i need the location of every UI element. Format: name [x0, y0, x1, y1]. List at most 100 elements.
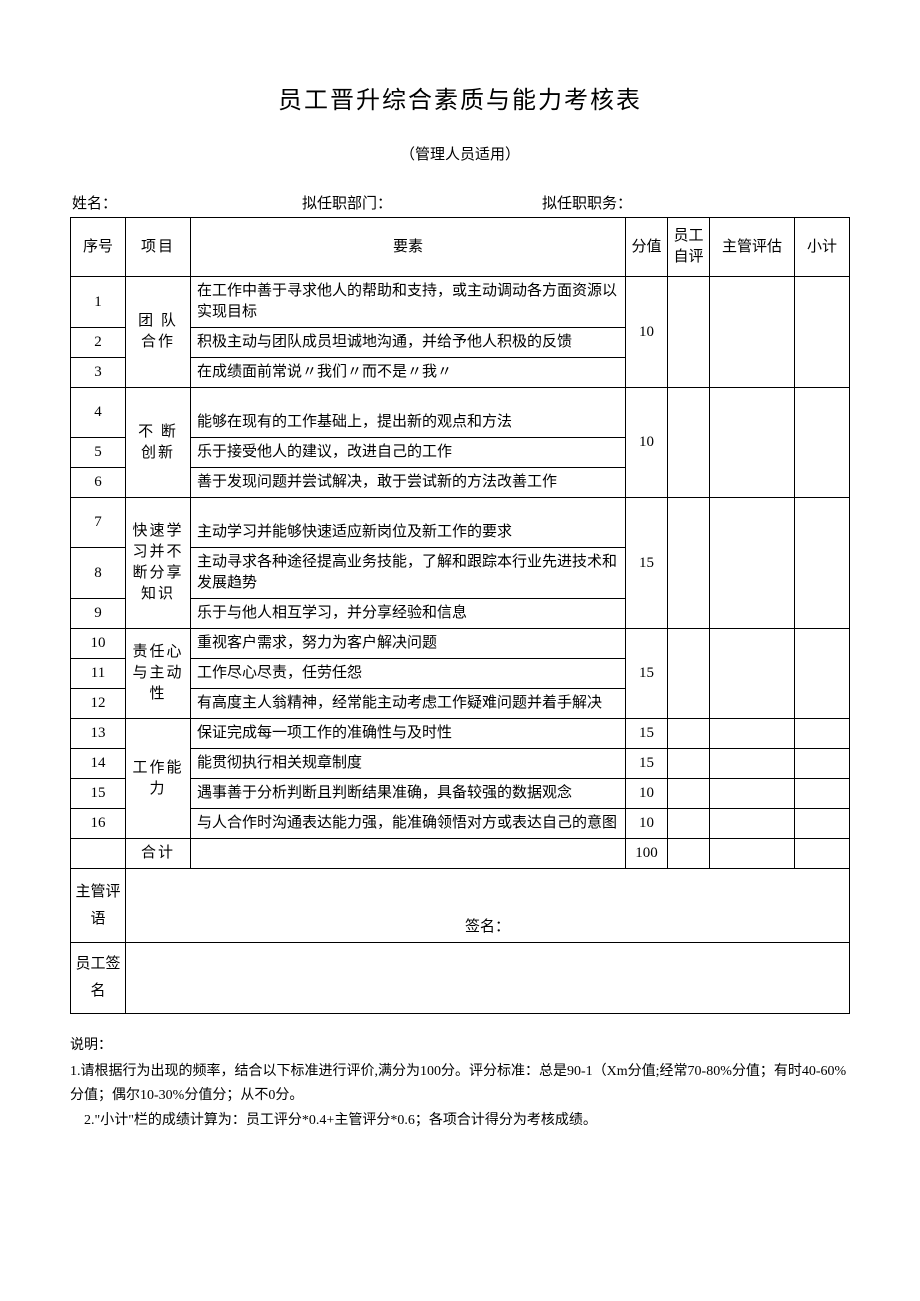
element-cell — [191, 839, 626, 869]
element-cell: 主动学习并能够快速适应新岗位及新工作的要求 — [191, 498, 626, 548]
subtotal-cell — [795, 719, 850, 749]
emp-sign-cell[interactable] — [126, 943, 850, 1014]
seq-cell: 12 — [71, 689, 126, 719]
score-cell: 10 — [626, 779, 668, 809]
element-cell: 与人合作时沟通表达能力强，能准确领悟对方或表达自己的意图 — [191, 809, 626, 839]
category-cell: 工作能力 — [126, 719, 191, 839]
self-eval-cell — [668, 839, 710, 869]
subtotal-cell — [795, 629, 850, 719]
mgr-eval-cell[interactable] — [710, 388, 795, 498]
table-row: 4 不 断 创新 能够在现有的工作基础上，提出新的观点和方法 10 — [71, 388, 850, 438]
element-cell: 能贯彻执行相关规章制度 — [191, 749, 626, 779]
seq-cell: 14 — [71, 749, 126, 779]
table-row: 10 责任心与主动性 重视客户需求，努力为客户解决问题 15 — [71, 629, 850, 659]
element-cell: 能够在现有的工作基础上，提出新的观点和方法 — [191, 388, 626, 438]
total-row: 合计 100 — [71, 839, 850, 869]
col-mgr-eval: 主管评估 — [710, 218, 795, 277]
self-eval-cell[interactable] — [668, 749, 710, 779]
mgr-eval-cell[interactable] — [710, 629, 795, 719]
element-cell: 在工作中善于寻求他人的帮助和支持，或主动调动各方面资源以实现目标 — [191, 277, 626, 328]
name-label: 姓名： — [72, 192, 122, 213]
table-row: 7 快速学习并不断分享知识 主动学习并能够快速适应新岗位及新工作的要求 15 — [71, 498, 850, 548]
seq-cell: 10 — [71, 629, 126, 659]
table-row: 1 团 队 合作 在工作中善于寻求他人的帮助和支持，或主动调动各方面资源以实现目… — [71, 277, 850, 328]
table-row: 13 工作能力 保证完成每一项工作的准确性与及时性 15 — [71, 719, 850, 749]
subtotal-cell — [795, 779, 850, 809]
category-cell: 快速学习并不断分享知识 — [126, 498, 191, 629]
score-cell: 15 — [626, 498, 668, 629]
notes-line1: 1.请根据行为出现的频率，结合以下标准进行评价,满分为100分。评分标准：总是9… — [70, 1060, 850, 1108]
element-cell: 工作尽心尽责，任劳任怨 — [191, 659, 626, 689]
seq-cell: 15 — [71, 779, 126, 809]
subtotal-cell — [795, 839, 850, 869]
score-cell: 10 — [626, 388, 668, 498]
subtotal-cell — [795, 277, 850, 388]
mgr-comment-cell[interactable]: 签名： — [126, 869, 850, 943]
page-title: 员工晋升综合素质与能力考核表 — [70, 80, 850, 115]
seq-cell: 2 — [71, 328, 126, 358]
seq-cell: 8 — [71, 548, 126, 599]
element-cell: 主动寻求各种途径提高业务技能，了解和跟踪本行业先进技术和发展趋势 — [191, 548, 626, 599]
notes-heading: 说明： — [70, 1034, 850, 1058]
assessment-table: 序号 项目 要素 分值 员工自评 主管评估 小计 1 团 队 合作 在工作中善于… — [70, 217, 850, 869]
element-cell: 乐于与他人相互学习，并分享经验和信息 — [191, 599, 626, 629]
page-subtitle: （管理人员适用） — [70, 143, 850, 164]
subtotal-cell — [795, 809, 850, 839]
score-cell: 15 — [626, 749, 668, 779]
subtotal-cell — [795, 749, 850, 779]
mgr-comment-row: 主管评语 签名： — [71, 869, 850, 943]
emp-sign-label: 员工签名 — [71, 943, 126, 1014]
score-cell: 15 — [626, 719, 668, 749]
duty-label: 拟任职职务： — [542, 192, 642, 213]
score-cell: 15 — [626, 629, 668, 719]
subtotal-cell — [795, 388, 850, 498]
seq-cell: 9 — [71, 599, 126, 629]
seq-cell: 1 — [71, 277, 126, 328]
seq-cell: 3 — [71, 358, 126, 388]
element-cell: 有高度主人翁精神，经常能主动考虑工作疑难问题并着手解决 — [191, 689, 626, 719]
element-cell: 乐于接受他人的建议，改进自己的工作 — [191, 438, 626, 468]
self-eval-cell[interactable] — [668, 498, 710, 629]
seq-cell: 16 — [71, 809, 126, 839]
mgr-eval-cell[interactable] — [710, 719, 795, 749]
emp-sign-row: 员工签名 — [71, 943, 850, 1014]
table-header-row: 序号 项目 要素 分值 员工自评 主管评估 小计 — [71, 218, 850, 277]
score-cell: 10 — [626, 809, 668, 839]
self-eval-cell[interactable] — [668, 277, 710, 388]
total-score-cell: 100 — [626, 839, 668, 869]
self-eval-cell[interactable] — [668, 719, 710, 749]
col-score: 分值 — [626, 218, 668, 277]
notes-line2: 2."小计"栏的成绩计算为：员工评分*0.4+主管评分*0.6；各项合计得分为考… — [70, 1109, 850, 1133]
col-seq: 序号 — [71, 218, 126, 277]
col-self-eval: 员工自评 — [668, 218, 710, 277]
self-eval-cell[interactable] — [668, 629, 710, 719]
mgr-eval-cell[interactable] — [710, 277, 795, 388]
element-cell: 保证完成每一项工作的准确性与及时性 — [191, 719, 626, 749]
element-cell: 重视客户需求，努力为客户解决问题 — [191, 629, 626, 659]
mgr-eval-cell[interactable] — [710, 498, 795, 629]
element-cell: 善于发现问题并尝试解决，敢于尝试新的方法改善工作 — [191, 468, 626, 498]
mgr-eval-cell[interactable] — [710, 779, 795, 809]
element-cell: 遇事善于分析判断且判断结果准确，具备较强的数据观念 — [191, 779, 626, 809]
category-cell: 责任心与主动性 — [126, 629, 191, 719]
mgr-eval-cell — [710, 839, 795, 869]
category-cell: 不 断 创新 — [126, 388, 191, 498]
category-cell: 团 队 合作 — [126, 277, 191, 388]
seq-cell: 13 — [71, 719, 126, 749]
self-eval-cell[interactable] — [668, 779, 710, 809]
col-element: 要素 — [191, 218, 626, 277]
form-header: 姓名： 拟任职部门： 拟任职职务： — [70, 192, 850, 213]
total-label-cell: 合计 — [126, 839, 191, 869]
element-cell: 积极主动与团队成员坦诚地沟通，并给予他人积极的反馈 — [191, 328, 626, 358]
seq-cell — [71, 839, 126, 869]
mgr-eval-cell[interactable] — [710, 749, 795, 779]
mgr-eval-cell[interactable] — [710, 809, 795, 839]
self-eval-cell[interactable] — [668, 809, 710, 839]
seq-cell: 11 — [71, 659, 126, 689]
self-eval-cell[interactable] — [668, 388, 710, 498]
seq-cell: 7 — [71, 498, 126, 548]
seq-cell: 6 — [71, 468, 126, 498]
seq-cell: 4 — [71, 388, 126, 438]
signature-table: 主管评语 签名： 员工签名 — [70, 869, 850, 1014]
element-cell: 在成绩面前常说〃我们〃而不是〃我〃 — [191, 358, 626, 388]
